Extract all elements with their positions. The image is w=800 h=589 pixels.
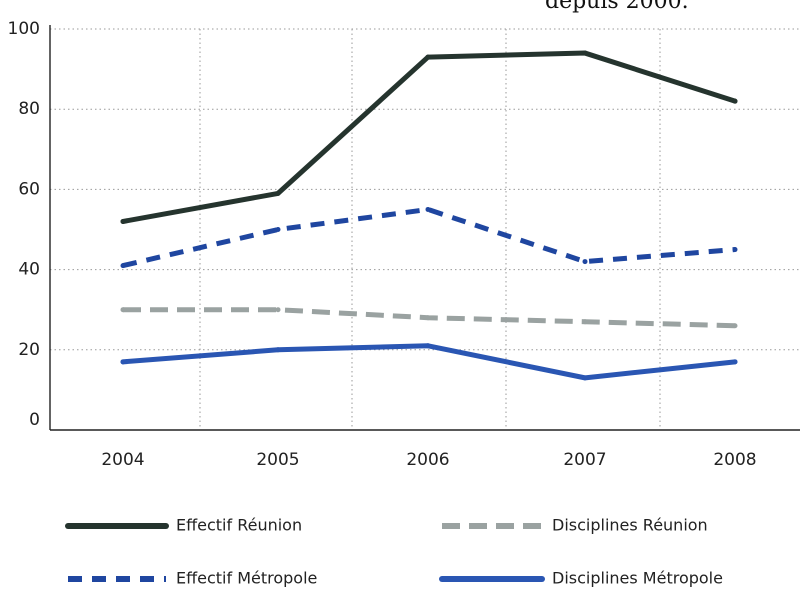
series-point-0-1 bbox=[275, 190, 281, 196]
series-line-1 bbox=[122, 206, 736, 269]
legend-label-0: Effectif Réunion bbox=[176, 516, 302, 535]
series-point-0-3 bbox=[582, 50, 588, 56]
y-tick-label: 40 bbox=[18, 260, 40, 280]
x-tick-label: 2008 bbox=[713, 450, 756, 470]
series-point-0-2 bbox=[425, 54, 431, 60]
series-point-2-2 bbox=[425, 315, 431, 321]
series-line-0 bbox=[120, 50, 738, 224]
series-point-0-0 bbox=[120, 218, 126, 224]
grid bbox=[50, 28, 800, 430]
series-point-2-0 bbox=[120, 307, 126, 313]
y-tick-label: 0 bbox=[29, 410, 40, 430]
legend-label-3: Disciplines Métropole bbox=[552, 569, 723, 588]
legend: Effectif Réunion Effectif Métropole Discip… bbox=[65, 516, 723, 588]
legend-label-2: Disciplines Réunion bbox=[552, 516, 708, 535]
y-tick-labels: 0 20 40 60 80 100 bbox=[8, 19, 40, 430]
legend-label-1: Effectif Métropole bbox=[176, 569, 317, 588]
series-line-3 bbox=[120, 343, 738, 381]
x-tick-label: 2006 bbox=[406, 450, 449, 470]
series-point-3-0 bbox=[120, 359, 126, 365]
series-point-3-1 bbox=[275, 347, 281, 353]
x-tick-label: 2005 bbox=[256, 450, 299, 470]
x-tick-label: 2007 bbox=[563, 450, 606, 470]
series-point-1-0 bbox=[120, 263, 126, 269]
x-tick-label: 2004 bbox=[101, 450, 144, 470]
series-point-1-1 bbox=[275, 227, 281, 232]
x-tick-labels: 2004 2005 2006 2007 2008 bbox=[101, 450, 756, 470]
y-tick-label: 100 bbox=[8, 19, 40, 39]
y-tick-label: 60 bbox=[18, 179, 40, 199]
y-tick-label: 20 bbox=[18, 340, 40, 360]
series-point-2-1 bbox=[275, 307, 281, 313]
series-point-2-3 bbox=[582, 319, 588, 325]
series-point-3-3 bbox=[582, 375, 588, 381]
series-point-3-4 bbox=[732, 359, 738, 365]
series-point-3-2 bbox=[425, 343, 431, 349]
clipped-header-text: depuis 2000. bbox=[545, 0, 689, 14]
series-point-2-4 bbox=[732, 323, 738, 329]
series-point-1-4 bbox=[732, 247, 738, 253]
series-point-1-2 bbox=[425, 206, 431, 212]
series-point-0-4 bbox=[732, 98, 738, 104]
series-point-1-3 bbox=[582, 259, 588, 265]
axes bbox=[49, 25, 800, 431]
y-tick-label: 80 bbox=[18, 99, 40, 119]
series-lines bbox=[120, 50, 738, 381]
